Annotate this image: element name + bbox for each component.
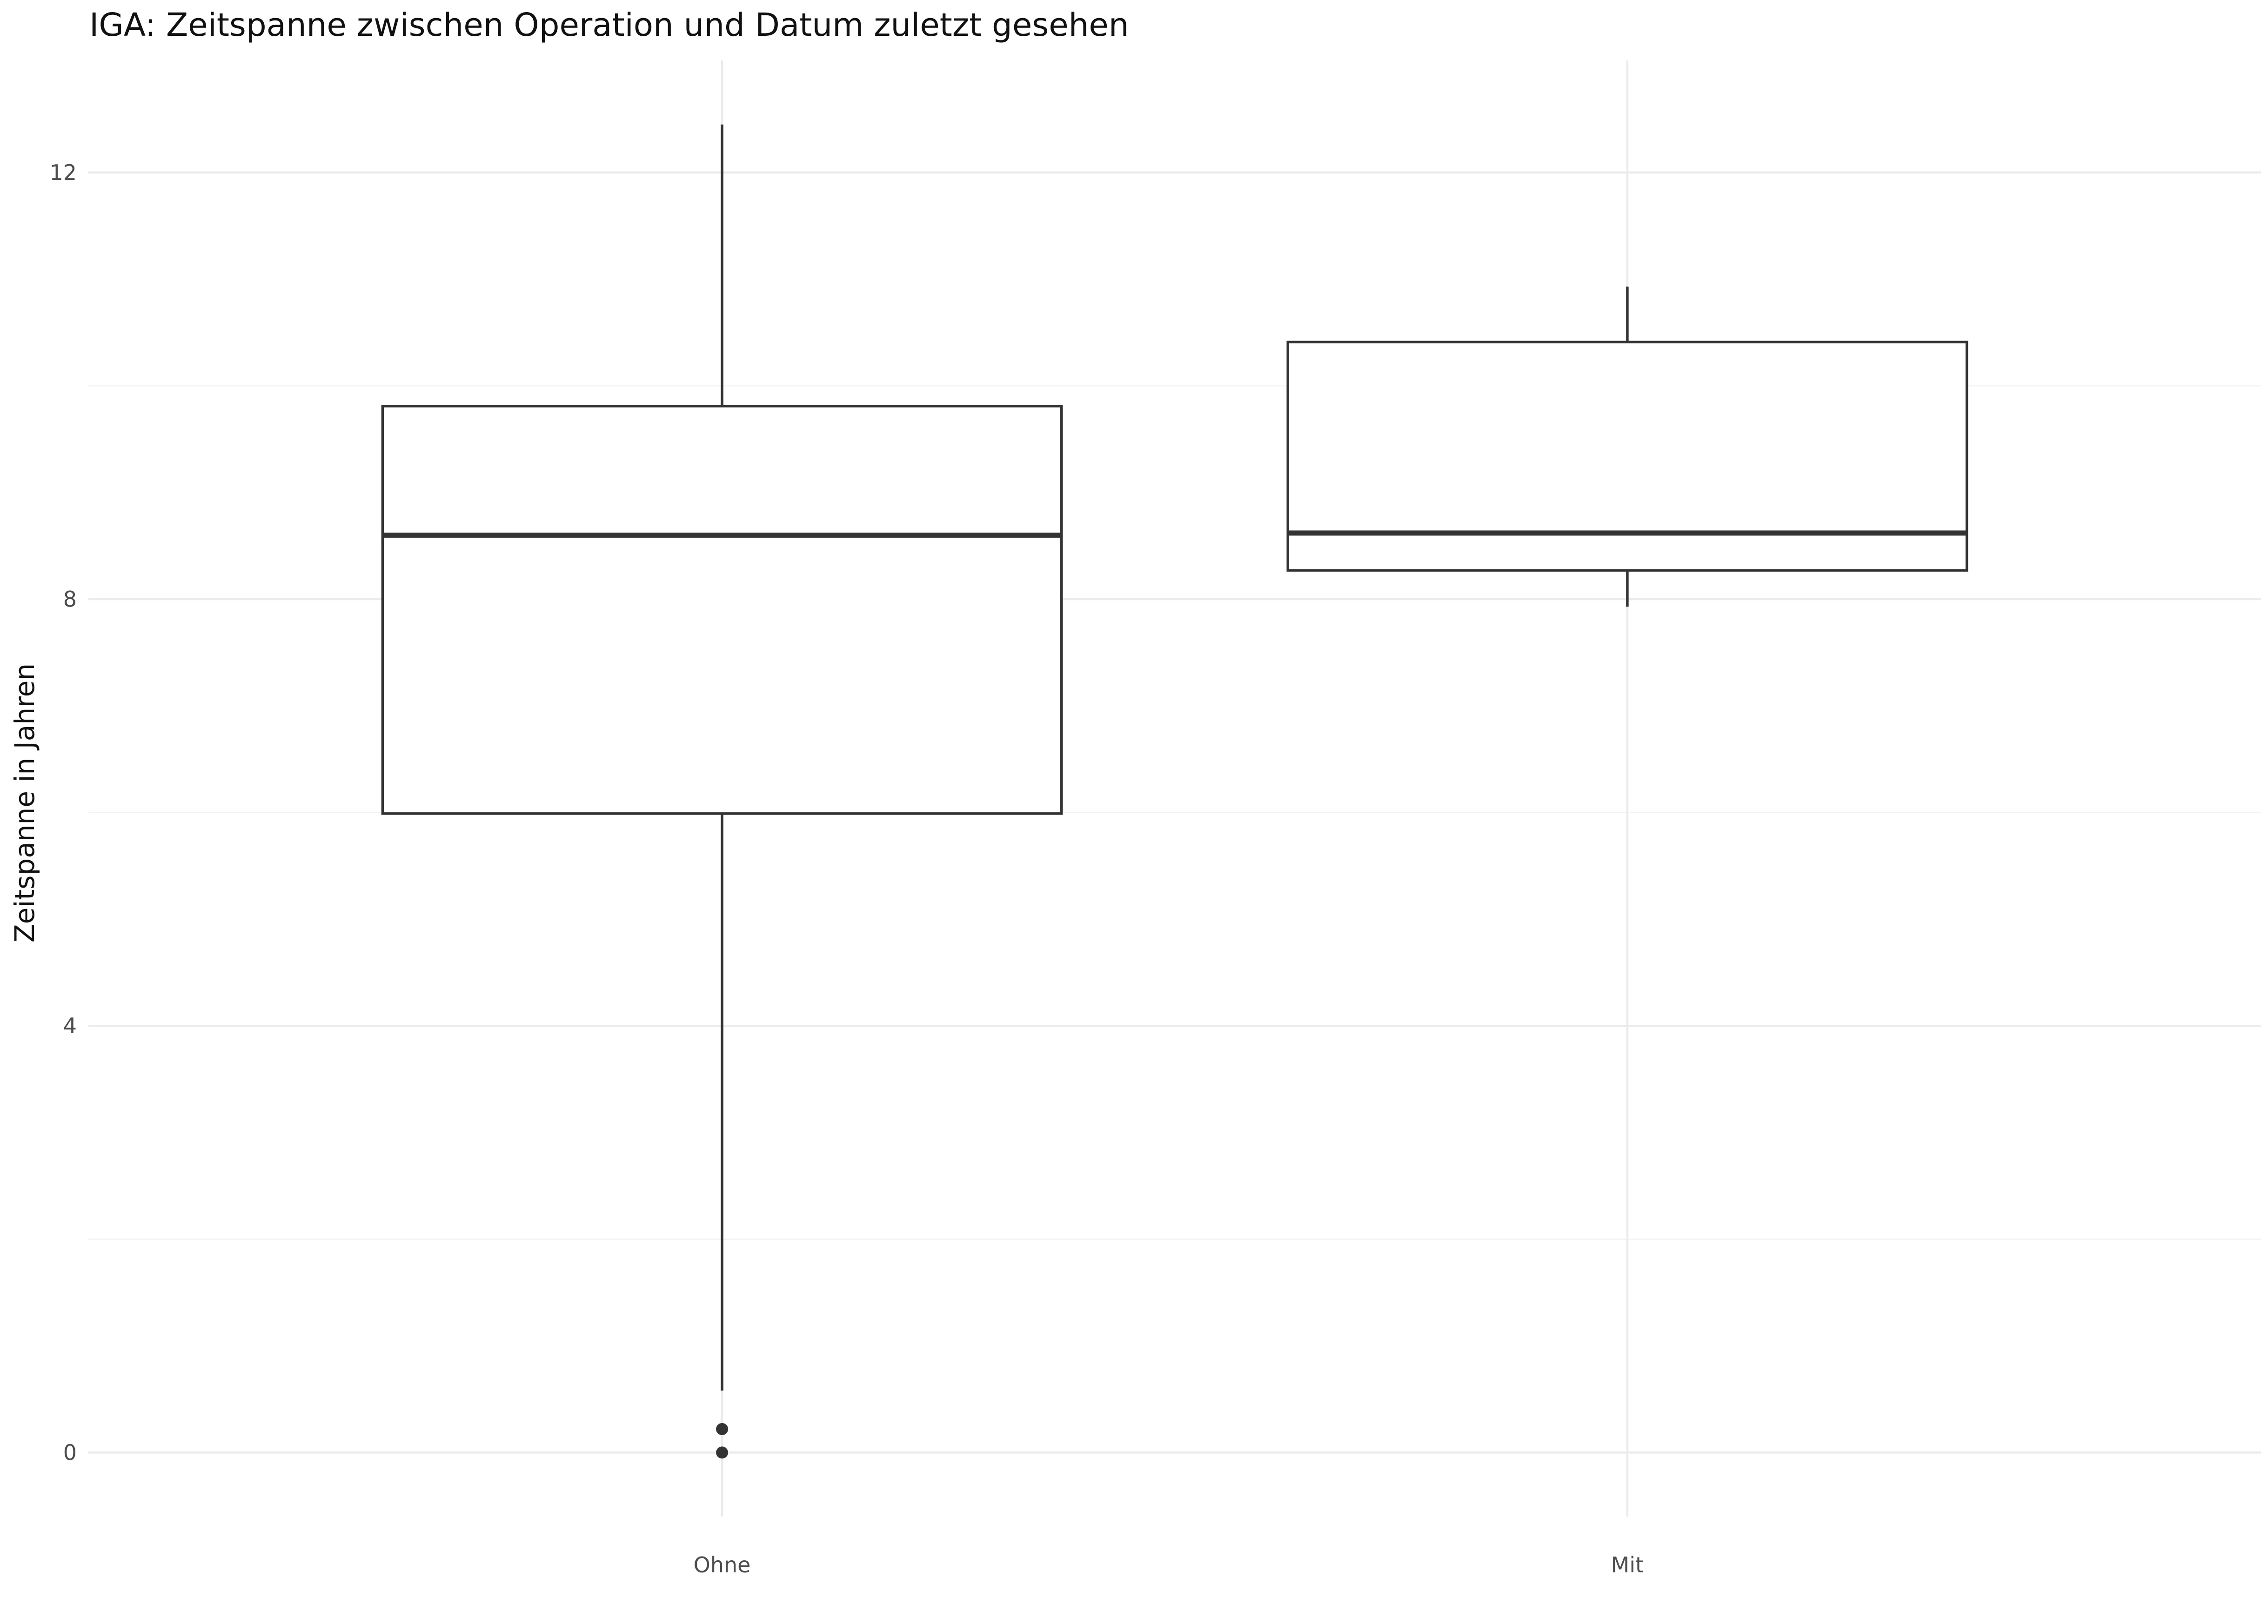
- x-tick-label: Mit: [1611, 1552, 1644, 1577]
- outlier-point: [716, 1423, 729, 1435]
- tick-labels: 0 4 8 12 Ohne Mit: [49, 160, 1644, 1577]
- chart-title: IGA: Zeitspanne zwischen Operation und D…: [89, 7, 1129, 44]
- y-tick-label: 12: [49, 160, 77, 185]
- y-axis-title: Zeitspanne in Jahren: [9, 663, 40, 942]
- box-group: [1286, 287, 1968, 607]
- boxes: [381, 124, 1968, 1459]
- x-tick-label: Ohne: [694, 1552, 751, 1577]
- box-iqr: [381, 405, 1063, 815]
- box-group: [381, 124, 1063, 1459]
- y-tick-label: 4: [63, 1013, 77, 1038]
- y-tick-label: 8: [63, 587, 77, 612]
- outlier-point: [716, 1446, 729, 1459]
- y-tick-label: 0: [63, 1440, 77, 1465]
- box-iqr: [1286, 341, 1968, 572]
